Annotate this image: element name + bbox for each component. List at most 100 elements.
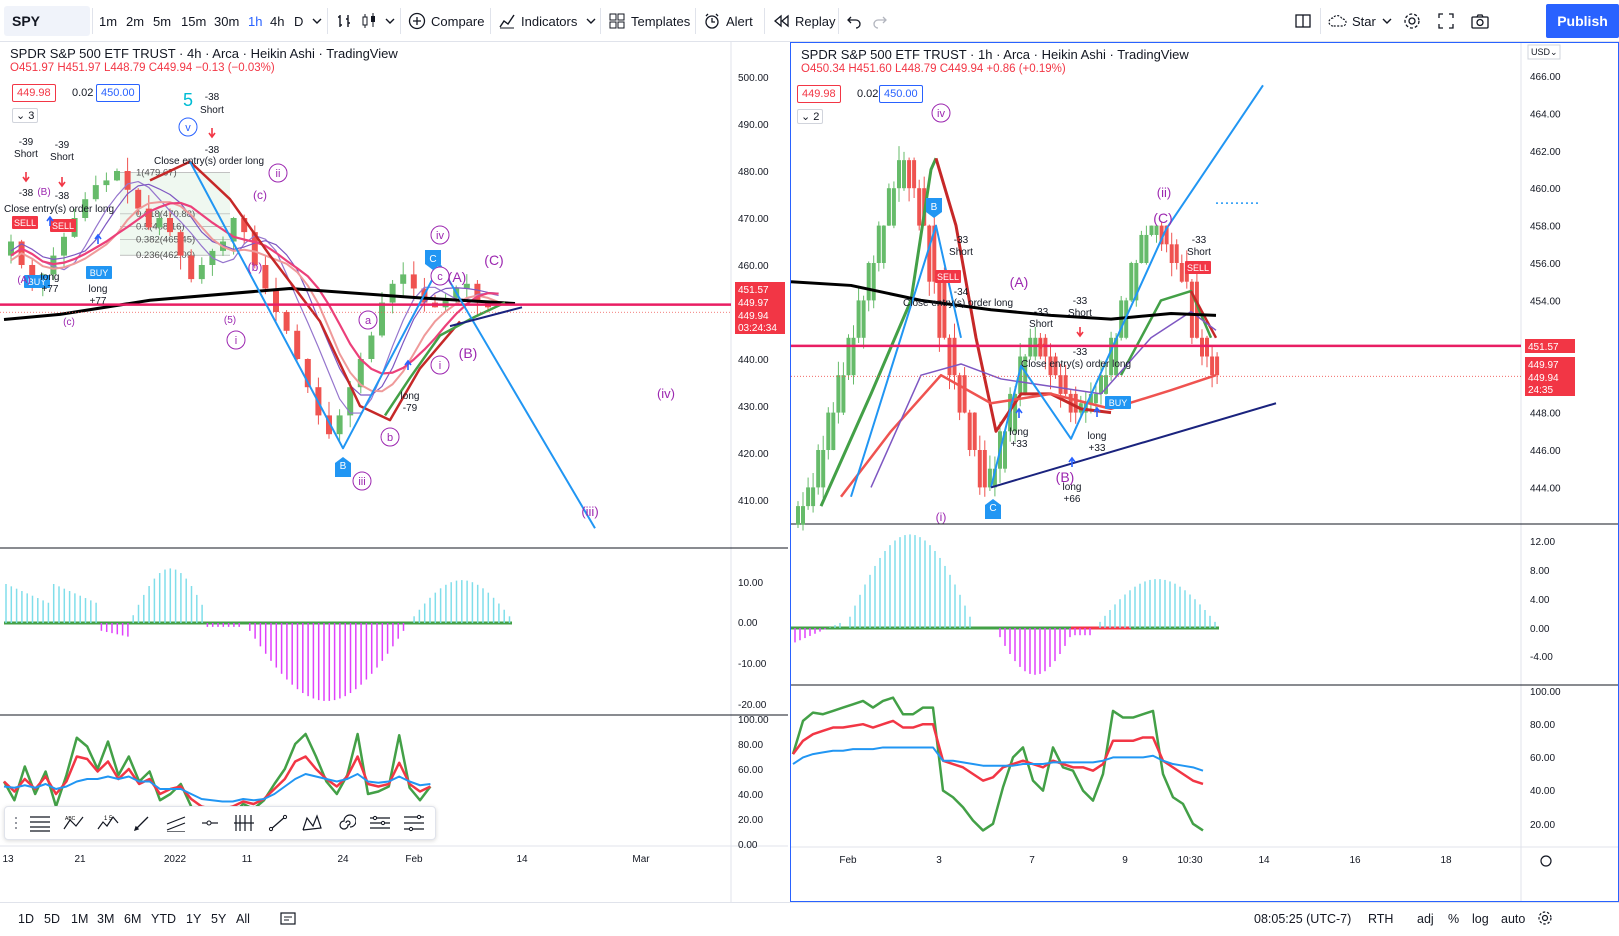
close-order-label: Close entry(s) order long — [1021, 359, 1131, 370]
buy-price-button[interactable]: 450.00 — [879, 85, 923, 103]
session-toggle[interactable]: RTH — [1368, 912, 1394, 926]
candle-body — [952, 337, 957, 376]
undo-icon[interactable] — [846, 7, 862, 35]
candles-icon[interactable] — [360, 7, 378, 35]
sell-price-button[interactable]: 449.98 — [797, 85, 841, 103]
chevron-down-icon[interactable] — [1382, 7, 1392, 35]
time-axis-label: Feb — [839, 855, 857, 866]
wave-trend-line — [189, 161, 596, 529]
long-value: -79 — [403, 403, 418, 414]
range-5d[interactable]: 5D — [44, 912, 60, 926]
timeframe-15m[interactable]: 15m — [181, 13, 207, 29]
buy-price-button[interactable]: 450.00 — [96, 84, 140, 102]
indicator-count-toggle[interactable]: ⌄ 3 — [12, 108, 39, 123]
timeframe-5m[interactable]: 5m — [153, 13, 172, 29]
star-button[interactable]: Star — [1328, 7, 1376, 35]
wave-c-label: c — [437, 271, 443, 283]
drag-handle-icon[interactable] — [9, 808, 23, 838]
candle-body — [368, 335, 375, 359]
clock-time[interactable]: 08:05:25 (UTC-7) — [1254, 912, 1352, 926]
layout-icon[interactable] — [1294, 7, 1312, 35]
range-ytd[interactable]: YTD — [151, 912, 176, 926]
candle-body — [917, 188, 922, 226]
range-3m[interactable]: 3M — [97, 912, 115, 926]
templates-button[interactable]: Templates — [608, 7, 690, 35]
fib-timezone-tool-icon[interactable] — [227, 808, 261, 838]
wave-a-label: a — [365, 315, 372, 327]
horizontal-ray-tool-icon[interactable] — [193, 808, 227, 838]
wave-label: (c) — [253, 188, 267, 202]
price-tag-bg — [735, 282, 785, 296]
settings-gear-icon[interactable] — [1537, 910, 1553, 929]
range-6m[interactable]: 6M — [124, 912, 142, 926]
gear-icon[interactable] — [1403, 7, 1421, 35]
candle-body — [811, 487, 816, 507]
divider — [327, 8, 328, 34]
fullscreen-icon[interactable] — [1437, 7, 1455, 35]
short-value: -34 — [954, 287, 969, 298]
wave-iv-label: iv — [937, 108, 945, 120]
go-to-date-icon[interactable] — [280, 910, 296, 929]
range-5y[interactable]: 5Y — [211, 912, 227, 926]
camera-icon[interactable] — [1470, 7, 1490, 35]
redo-icon[interactable] — [872, 7, 888, 35]
alert-button[interactable]: Alert — [703, 7, 753, 35]
macd-axis-label: 10.00 — [738, 578, 763, 589]
chevron-down-icon[interactable] — [385, 7, 395, 35]
timeframe-2m[interactable]: 2m — [126, 13, 145, 29]
date-price-range-tool-icon[interactable] — [363, 808, 397, 838]
timeframe-1h[interactable]: 1h — [248, 13, 263, 29]
fib-spiral-tool-icon[interactable] — [329, 808, 363, 838]
replay-button[interactable]: Replay — [772, 7, 835, 35]
chart-type-bars-icon[interactable] — [336, 7, 354, 35]
percent-toggle[interactable]: % — [1448, 912, 1460, 926]
candle-body — [410, 274, 417, 289]
timeframe-D[interactable]: D — [294, 13, 304, 29]
chevron-down-icon[interactable] — [586, 7, 596, 35]
indicators-button[interactable]: Indicators — [498, 7, 577, 35]
wave-C-marker-shape — [425, 250, 441, 270]
xabcd-pattern-tool-icon[interactable] — [295, 808, 329, 838]
price-axis-label: 470.00 — [738, 214, 769, 225]
osc-line-red — [792, 719, 1204, 786]
sell-price-button[interactable]: 449.98 — [12, 84, 56, 102]
candle-body — [851, 337, 856, 376]
wave-C-label: (C) — [484, 252, 503, 268]
short-value: -39 — [19, 137, 34, 148]
price-axis-label: 444.00 — [1530, 483, 1561, 494]
short-arrow-icon — [1076, 327, 1084, 338]
left-chart-pane[interactable]: 500.00 490.00 480.00 470.00 460.00 440.00 430.… — [0, 42, 788, 902]
candle-body — [198, 265, 205, 280]
chevron-down-icon[interactable] — [312, 7, 322, 35]
range-1m[interactable]: 1M — [71, 912, 89, 926]
log-toggle[interactable]: log — [1472, 912, 1489, 926]
indicator-count-toggle[interactable]: ⌄ 2 — [797, 109, 824, 124]
abcd-pattern-tool-icon[interactable]: ABC — [57, 808, 91, 838]
range-1d[interactable]: 1D — [18, 912, 34, 926]
range-all[interactable]: All — [236, 912, 250, 926]
timeframe-1m[interactable]: 1m — [99, 13, 118, 29]
parallel-channel-tool-icon[interactable] — [159, 808, 193, 838]
elliott-wave-tool-icon[interactable]: 1 5 — [91, 808, 125, 838]
wave-iv-label: iv — [436, 230, 444, 242]
trendline-tool-icon[interactable] — [261, 808, 295, 838]
auto-toggle[interactable]: auto — [1501, 912, 1526, 926]
brush-tool-icon[interactable] — [125, 808, 159, 838]
projection-tool-icon[interactable] — [397, 808, 431, 838]
adjust-toggle[interactable]: adj — [1417, 912, 1434, 926]
publish-button[interactable]: Publish — [1546, 4, 1619, 38]
right-chart-canvas[interactable]: USD⌄ 466.00 464.00 462.00 460.00 458.00 456.00… — [791, 43, 1618, 901]
left-chart-canvas[interactable]: 500.00 490.00 480.00 470.00 460.00 440.00 430.… — [0, 42, 788, 902]
wave-iii-label-ring — [352, 471, 372, 491]
fib-retracement-tool-icon[interactable] — [23, 808, 57, 838]
timeframe-30m[interactable]: 30m — [214, 13, 240, 29]
right-chart-pane[interactable]: USD⌄ 466.00 464.00 462.00 460.00 458.00 456.00… — [790, 42, 1619, 902]
symbol-search[interactable]: SPY — [4, 6, 90, 36]
candle-body — [1200, 337, 1204, 357]
candle-body — [937, 281, 942, 338]
compare-button[interactable]: Compare — [408, 7, 484, 35]
short-value: -33 — [1034, 307, 1049, 318]
range-1y[interactable]: 1Y — [186, 912, 202, 926]
timeframe-4h[interactable]: 4h — [270, 13, 285, 29]
osc-line-blue — [3, 773, 431, 803]
